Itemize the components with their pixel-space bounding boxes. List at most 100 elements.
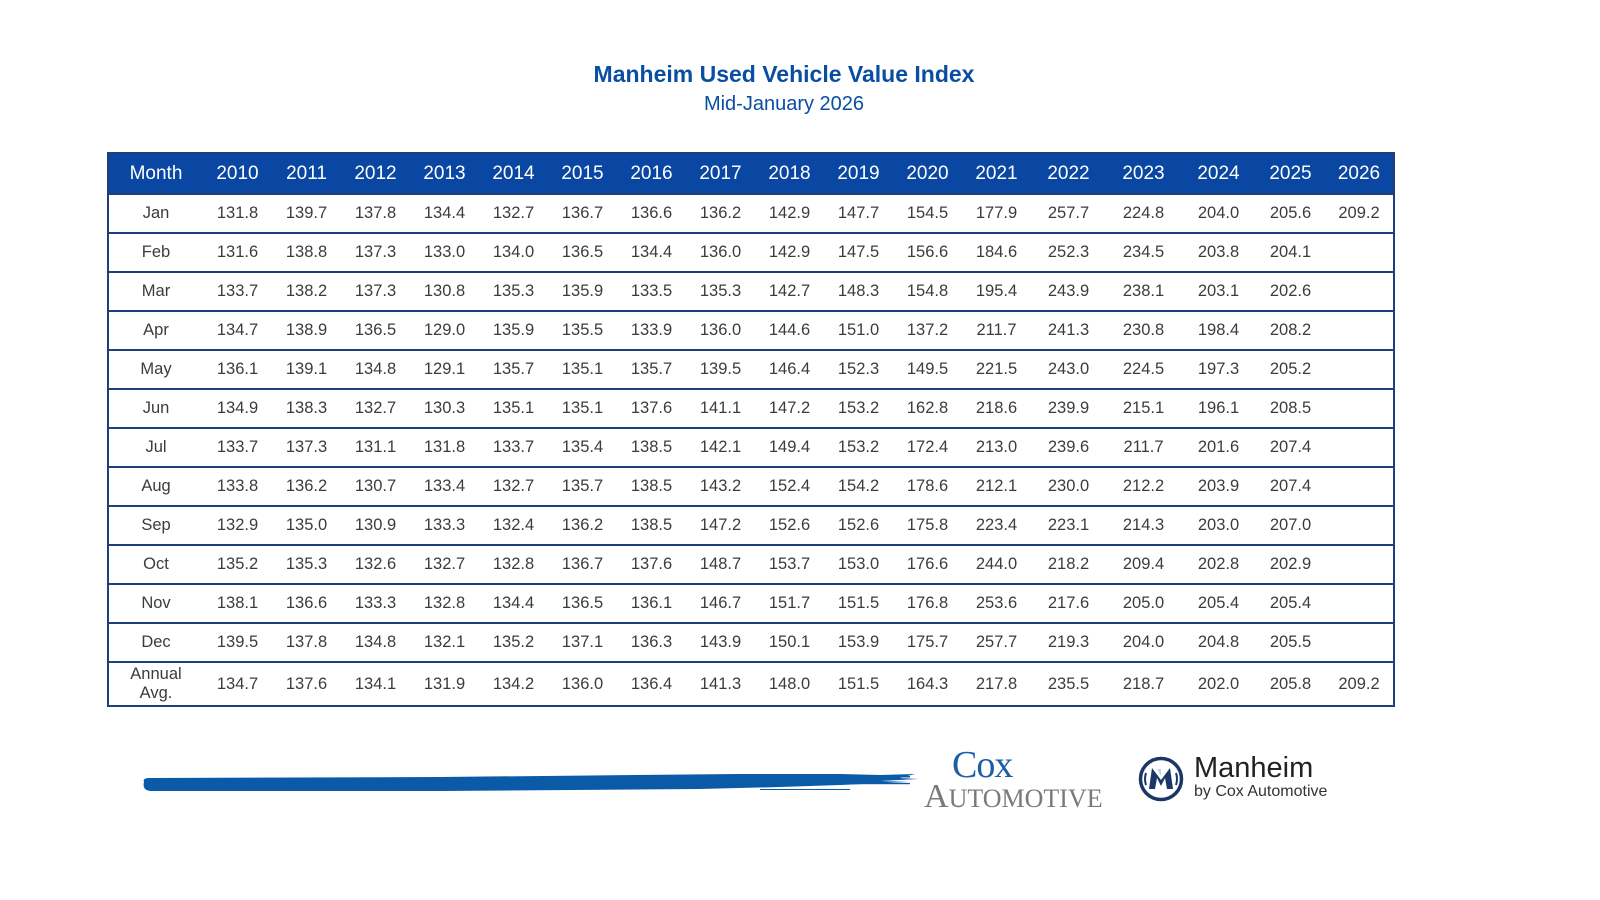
index-value-cell: 203.9 xyxy=(1181,466,1256,506)
index-value-cell: 129.0 xyxy=(410,310,479,350)
index-value-cell: 154.8 xyxy=(893,271,962,311)
index-value-cell: 142.9 xyxy=(755,232,824,272)
index-value-cell: 153.2 xyxy=(824,388,893,428)
annual-average-label-line1: Annual xyxy=(130,665,182,683)
index-value-cell xyxy=(1325,427,1394,467)
index-value-cell: 154.2 xyxy=(824,466,893,506)
column-header-year: 2026 xyxy=(1325,153,1394,194)
index-value-cell: 153.2 xyxy=(824,427,893,467)
index-value-cell: 133.3 xyxy=(341,583,410,623)
index-value-cell: 218.2 xyxy=(1031,544,1106,584)
index-value-cell: 132.7 xyxy=(410,544,479,584)
index-value-cell xyxy=(1325,544,1394,584)
index-value-cell: 205.0 xyxy=(1106,583,1181,623)
index-value-cell: 136.2 xyxy=(272,466,341,506)
index-value-cell: 148.3 xyxy=(824,271,893,311)
column-header-year: 2017 xyxy=(686,153,755,194)
index-value-cell: 130.8 xyxy=(410,271,479,311)
month-label: Dec xyxy=(108,622,203,662)
column-header-month: Month xyxy=(108,153,203,194)
value-index-table: Month 2010 2011 2012 2013 2014 2015 2016 2017 201… xyxy=(107,152,1395,707)
index-value-cell: 230.8 xyxy=(1106,310,1181,350)
index-value-cell: 196.1 xyxy=(1181,388,1256,428)
annual-average-cell: 131.9 xyxy=(410,661,479,706)
index-value-cell: 198.4 xyxy=(1181,310,1256,350)
index-value-cell: 257.7 xyxy=(962,622,1031,662)
index-value-cell: 134.7 xyxy=(203,310,272,350)
index-value-cell: 135.3 xyxy=(686,271,755,311)
index-value-cell: 134.4 xyxy=(479,583,548,623)
index-value-cell: 213.0 xyxy=(962,427,1031,467)
manheim-logo-tagline: by Cox Automotive xyxy=(1194,783,1328,800)
index-value-cell: 136.1 xyxy=(617,583,686,623)
index-value-cell: 136.5 xyxy=(548,232,617,272)
index-value-cell: 203.8 xyxy=(1181,232,1256,272)
index-value-cell: 205.5 xyxy=(1256,622,1325,662)
index-value-cell: 239.6 xyxy=(1031,427,1106,467)
column-header-year: 2021 xyxy=(962,153,1031,194)
annual-average-cell: 134.2 xyxy=(479,661,548,706)
annual-average-row: Annual Avg. 134.7 137.6 134.1 131.9 134.2 136.0… xyxy=(108,661,1394,706)
index-value-cell: 176.8 xyxy=(893,583,962,623)
index-value-cell xyxy=(1325,349,1394,389)
annual-average-cell: 164.3 xyxy=(893,661,962,706)
index-value-cell: 132.1 xyxy=(410,622,479,662)
index-value-cell: 135.9 xyxy=(548,271,617,311)
index-value-cell: 136.0 xyxy=(686,232,755,272)
index-value-cell: 147.7 xyxy=(824,193,893,233)
index-value-cell: 132.8 xyxy=(410,583,479,623)
index-value-cell: 176.6 xyxy=(893,544,962,584)
page-title: Manheim Used Vehicle Value Index xyxy=(593,61,975,87)
month-label: Feb xyxy=(108,232,203,272)
index-value-cell: 156.6 xyxy=(893,232,962,272)
manheim-m-icon xyxy=(1138,756,1184,802)
index-value-cell: 207.4 xyxy=(1256,466,1325,506)
index-value-cell: 133.9 xyxy=(617,310,686,350)
index-value-cell: 202.9 xyxy=(1256,544,1325,584)
annual-average-cell: 141.3 xyxy=(686,661,755,706)
table-row: Sep 132.9 135.0 130.9 133.3 132.4 136.2 138.5 14… xyxy=(108,505,1394,545)
index-value-cell: 197.3 xyxy=(1181,349,1256,389)
month-label: Oct xyxy=(108,544,203,584)
index-value-cell: 132.6 xyxy=(341,544,410,584)
annual-average-cell: 218.7 xyxy=(1106,661,1181,706)
index-value-cell: 137.6 xyxy=(617,388,686,428)
index-value-cell: 135.7 xyxy=(479,349,548,389)
annual-average-cell: 136.4 xyxy=(617,661,686,706)
index-value-cell: 135.1 xyxy=(548,349,617,389)
index-value-cell: 217.6 xyxy=(1031,583,1106,623)
index-value-cell: 136.7 xyxy=(548,193,617,233)
index-value-cell: 243.0 xyxy=(1031,349,1106,389)
index-value-cell: 153.7 xyxy=(755,544,824,584)
annual-average-cell: 136.0 xyxy=(548,661,617,706)
annual-average-cell: 205.8 xyxy=(1256,661,1325,706)
month-label: Nov xyxy=(108,583,203,623)
annual-average-cell: 202.0 xyxy=(1181,661,1256,706)
column-header-year: 2023 xyxy=(1106,153,1181,194)
index-value-cell: 203.0 xyxy=(1181,505,1256,545)
index-value-cell: 136.5 xyxy=(548,583,617,623)
index-value-cell: 135.2 xyxy=(479,622,548,662)
index-value-cell: 134.4 xyxy=(617,232,686,272)
column-header-year: 2016 xyxy=(617,153,686,194)
index-value-cell: 133.4 xyxy=(410,466,479,506)
index-value-cell: 178.6 xyxy=(893,466,962,506)
index-value-cell: 135.3 xyxy=(479,271,548,311)
index-value-cell: 132.7 xyxy=(479,466,548,506)
annual-average-cell: 137.6 xyxy=(272,661,341,706)
index-value-cell: 148.7 xyxy=(686,544,755,584)
index-value-cell: 151.0 xyxy=(824,310,893,350)
index-value-cell: 136.2 xyxy=(686,193,755,233)
index-value-cell: 139.5 xyxy=(203,622,272,662)
index-value-cell: 205.4 xyxy=(1181,583,1256,623)
index-value-cell: 134.8 xyxy=(341,622,410,662)
table-row: Jan 131.8 139.7 137.8 134.4 132.7 136.7 136.6 13… xyxy=(108,193,1394,233)
index-value-cell: 215.1 xyxy=(1106,388,1181,428)
index-value-cell: 219.3 xyxy=(1031,622,1106,662)
month-label: Jan xyxy=(108,193,203,233)
annual-average-label: Annual Avg. xyxy=(108,661,203,706)
index-value-cell: 141.1 xyxy=(686,388,755,428)
index-value-cell: 131.8 xyxy=(203,193,272,233)
index-value-cell: 136.0 xyxy=(686,310,755,350)
index-value-cell: 143.9 xyxy=(686,622,755,662)
